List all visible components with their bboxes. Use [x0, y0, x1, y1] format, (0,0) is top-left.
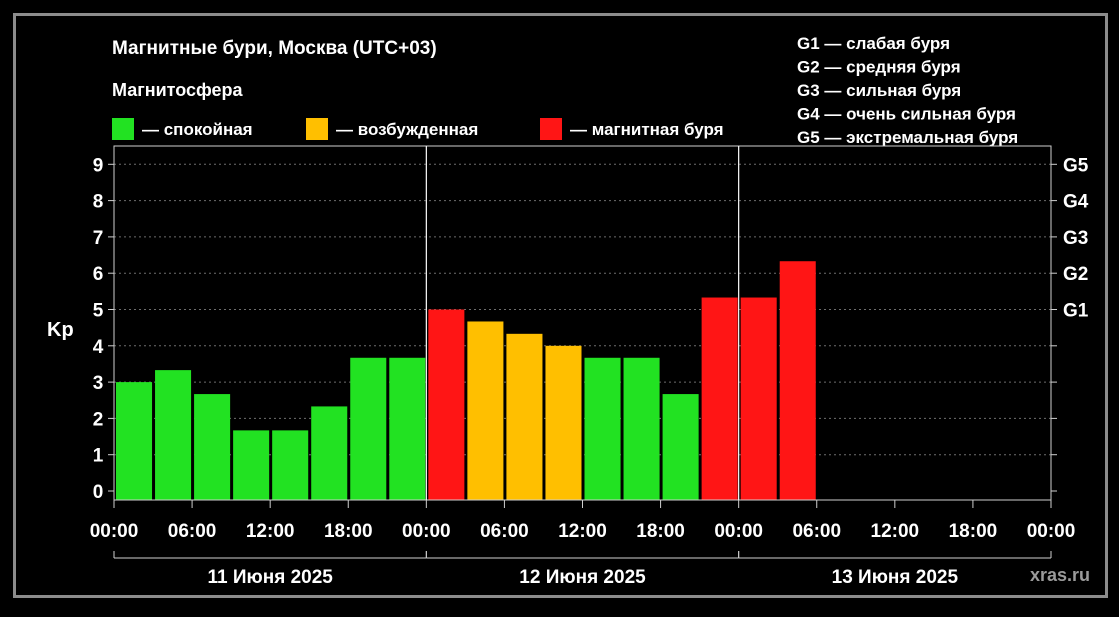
storm-level-label: G5 [1063, 155, 1089, 176]
bar-5 [311, 406, 348, 500]
y-tick-label: 4 [93, 337, 104, 358]
storm-legend-item-0: G1 — слабая буря [797, 34, 950, 53]
x-tick-label: 06:00 [792, 521, 841, 542]
storm-level-label: G3 [1063, 228, 1088, 249]
bar-1 [155, 370, 192, 500]
bar-17 [779, 261, 816, 500]
y-tick-label: 9 [93, 155, 104, 176]
y-tick-label: 3 [93, 373, 104, 394]
x-tick-label: 00:00 [1027, 521, 1076, 542]
legend-title: Магнитосфера [112, 80, 244, 100]
y-tick-label: 1 [93, 446, 104, 467]
bar-7 [389, 357, 426, 500]
y-tick-label: 8 [93, 192, 104, 213]
y-tick-label: 2 [93, 409, 104, 430]
legend-label-1: — возбужденная [336, 120, 478, 139]
legend-swatch-0 [112, 118, 134, 140]
x-tick-label: 18:00 [324, 521, 373, 542]
storm-legend-item-3: G4 — очень сильная буря [797, 105, 1016, 124]
watermark: xras.ru [1030, 565, 1090, 585]
tick-labels: 0 1 2 3 4 5 6 7 8 9 G1 G2 G3 G4 G5 00:00 06:00 12:00 18:00… [90, 155, 1089, 588]
legend-label-0: — спокойная [142, 120, 253, 139]
bar-4 [272, 430, 309, 500]
day-label: 12 Июня 2025 [519, 567, 646, 588]
legend-swatch-2 [540, 118, 562, 140]
y-tick-label: 0 [93, 482, 104, 503]
bar-13 [623, 357, 660, 500]
bar-10 [506, 333, 543, 500]
x-tick-label: 12:00 [558, 521, 607, 542]
legend-swatch-1 [306, 118, 328, 140]
chart-title: Магнитные бури, Москва (UTC+03) [112, 38, 437, 59]
bar-14 [662, 394, 699, 500]
magnetosphere-legend: — спокойная — возбужденная — магнитная бур… [112, 118, 724, 140]
grid-lines [114, 163, 1051, 456]
storm-legend-item-1: G2 — средняя буря [797, 58, 961, 77]
x-tick-label: 18:00 [636, 521, 685, 542]
day-label: 13 Июня 2025 [832, 567, 959, 588]
bar-15 [701, 297, 738, 500]
bar-12 [584, 357, 621, 500]
day-label: 11 Июня 2025 [207, 567, 333, 588]
storm-level-label: G4 [1063, 192, 1089, 213]
y-tick-label: 5 [93, 301, 104, 322]
storm-level-label: G2 [1063, 264, 1088, 285]
bar-0 [116, 382, 153, 500]
legend-label-2: — магнитная буря [570, 120, 724, 139]
kp-chart: Магнитные бури, Москва (UTC+03) Магнитос… [47, 34, 1090, 588]
y-tick-label: 6 [93, 264, 104, 285]
bar-9 [467, 321, 504, 500]
x-tick-label: 00:00 [402, 521, 451, 542]
x-tick-label: 00:00 [90, 521, 139, 542]
storm-legend-item-4: G5 — экстремальная буря [797, 128, 1018, 147]
bar-11 [545, 345, 582, 500]
bar-16 [740, 297, 777, 500]
y-axis-label: Kp [47, 319, 74, 341]
x-tick-label: 12:00 [871, 521, 920, 542]
bar-6 [350, 357, 387, 500]
storm-level-legend: G1 — слабая буря G2 — средняя буря G3 — си… [797, 34, 1018, 147]
chart-frame: Магнитные бури, Москва (UTC+03) Магнитос… [13, 13, 1108, 598]
x-tick-label: 12:00 [246, 521, 295, 542]
storm-level-label: G1 [1063, 301, 1089, 322]
x-tick-label: 00:00 [714, 521, 763, 542]
bars [116, 261, 816, 500]
x-tick-label: 06:00 [480, 521, 529, 542]
bar-3 [233, 430, 270, 500]
axes [108, 145, 1057, 508]
y-tick-label: 7 [93, 228, 104, 249]
bar-2 [194, 394, 231, 500]
bar-8 [428, 309, 465, 500]
storm-legend-item-2: G3 — сильная буря [797, 81, 961, 100]
x-tick-label: 06:00 [168, 521, 217, 542]
x-tick-label: 18:00 [949, 521, 998, 542]
